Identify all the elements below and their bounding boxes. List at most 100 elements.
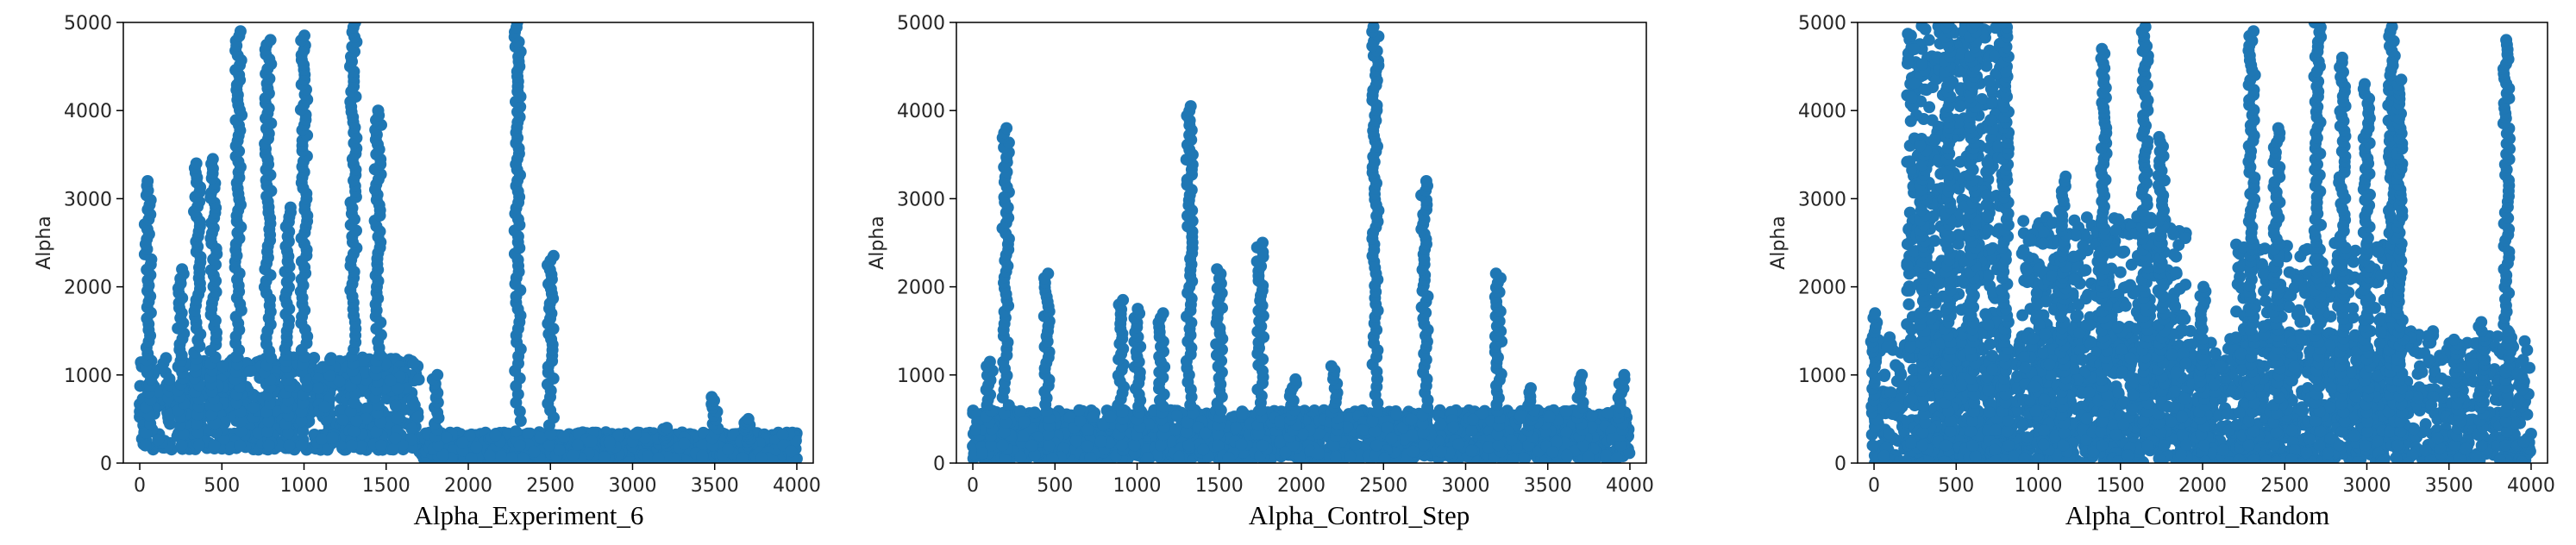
data-point xyxy=(1341,421,1354,434)
y-axis-label: Alpha xyxy=(34,216,55,270)
data-point xyxy=(318,400,331,413)
data-point xyxy=(244,365,257,378)
data-point xyxy=(1081,423,1094,436)
data-point xyxy=(1236,407,1249,420)
data-point xyxy=(1181,416,1194,429)
x-tick-label: 500 xyxy=(204,475,240,497)
data-point xyxy=(1104,410,1117,423)
data-point xyxy=(297,425,310,438)
data-point xyxy=(1131,303,1144,316)
data-point xyxy=(517,452,530,463)
data-point xyxy=(465,452,478,463)
data-point xyxy=(1173,450,1185,463)
data-point xyxy=(1482,441,1495,454)
data-point xyxy=(346,439,358,452)
data-point xyxy=(510,425,523,438)
data-point xyxy=(652,452,665,463)
data-point xyxy=(333,375,346,388)
data-point xyxy=(1313,427,1326,440)
data-point xyxy=(1069,435,1082,448)
data-point xyxy=(1407,429,1419,442)
data-point xyxy=(1585,421,1598,434)
data-point xyxy=(153,385,166,398)
data-point xyxy=(400,381,413,394)
data-point xyxy=(1094,435,1107,448)
data-point xyxy=(1313,448,1325,460)
data-point xyxy=(176,263,189,276)
data-point xyxy=(139,439,152,452)
data-point xyxy=(996,439,1009,452)
data-point xyxy=(755,451,768,463)
data-point xyxy=(1560,449,1573,462)
data-point xyxy=(152,434,165,447)
data-point xyxy=(440,431,453,444)
data-point xyxy=(1349,438,1362,451)
data-point xyxy=(1514,410,1527,423)
data-point xyxy=(1073,404,1086,417)
data-point xyxy=(1344,450,1357,463)
data-point xyxy=(1063,411,1076,424)
data-point xyxy=(1017,429,1030,442)
data-point xyxy=(1390,408,1403,421)
data-point xyxy=(1381,421,1394,434)
data-point xyxy=(389,432,402,445)
data-point xyxy=(370,426,383,438)
data-point xyxy=(175,439,188,452)
data-point xyxy=(1543,410,1556,423)
data-point xyxy=(1097,418,1110,431)
data-point xyxy=(1081,440,1094,453)
data-points xyxy=(134,22,803,463)
x-tick-label: 3500 xyxy=(691,475,739,497)
data-point xyxy=(1087,410,1100,423)
data-point xyxy=(522,427,535,440)
data-point xyxy=(190,157,203,170)
scatter-panel-2: 0 500 1000 1500 2000 2500 3000 3500 400001000200… xyxy=(867,13,1654,497)
data-point xyxy=(1084,452,1097,463)
data-point xyxy=(192,439,205,452)
data-point xyxy=(1025,439,1038,452)
data-point xyxy=(1182,439,1195,452)
data-point xyxy=(1155,439,1168,452)
data-point xyxy=(360,402,373,415)
x-tick-label: 4000 xyxy=(773,475,821,497)
data-point xyxy=(1560,426,1573,439)
data-point xyxy=(1014,450,1027,463)
data-point xyxy=(1000,122,1013,135)
data-point xyxy=(985,439,998,452)
data-point xyxy=(1465,444,1478,457)
data-point xyxy=(431,368,444,381)
data-point xyxy=(350,415,363,427)
data-point xyxy=(697,426,710,439)
data-point xyxy=(295,439,308,452)
data-point xyxy=(1518,452,1531,463)
data-point xyxy=(1170,410,1183,423)
data-point xyxy=(505,452,518,463)
data-point xyxy=(264,34,277,47)
data-point xyxy=(696,449,709,462)
data-point xyxy=(1141,452,1154,463)
data-point xyxy=(1586,410,1599,423)
data-point xyxy=(586,435,598,448)
data-point xyxy=(312,382,325,395)
data-point xyxy=(513,439,526,452)
data-point xyxy=(436,448,449,461)
data-point xyxy=(1505,434,1518,447)
data-point xyxy=(722,443,735,455)
data-point xyxy=(1378,452,1391,463)
data-point xyxy=(393,370,406,383)
scatter-panel-1: 0 500 1000 1500 2000 2500 3000 3500 400001000200… xyxy=(34,13,821,497)
data-point xyxy=(1212,439,1225,452)
data-point xyxy=(1128,439,1141,452)
data-point xyxy=(511,22,523,28)
data-point xyxy=(785,445,798,458)
data-point xyxy=(1042,267,1055,280)
data-point xyxy=(456,436,469,449)
data-point xyxy=(391,412,404,425)
data-point xyxy=(1043,439,1056,452)
data-point xyxy=(1199,427,1212,440)
data-point xyxy=(495,450,508,463)
data-point xyxy=(282,427,295,440)
data-point xyxy=(553,444,566,457)
data-point xyxy=(705,391,718,404)
